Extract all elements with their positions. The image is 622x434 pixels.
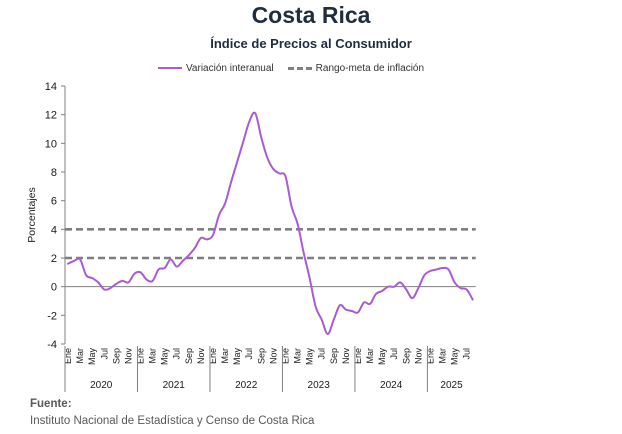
x-month-label: Mar <box>365 348 375 364</box>
y-tick-label: 8 <box>51 167 57 179</box>
x-month-label: May <box>160 348 170 366</box>
x-month-label: Jul <box>389 348 399 360</box>
x-month-label: Sep <box>401 348 411 364</box>
y-tick-label: 6 <box>51 196 57 208</box>
x-month-label: Ene <box>425 348 435 364</box>
y-tick-label: 12 <box>45 110 57 122</box>
x-month-label: Sep <box>111 348 121 364</box>
x-month-label: Mar <box>293 348 303 364</box>
x-year-label: 2022 <box>235 380 258 391</box>
chart-subtitle: Índice de Precios al Consumidor <box>210 36 412 51</box>
x-month-label: Mar <box>75 348 85 364</box>
x-year-label: 2020 <box>90 380 113 391</box>
x-month-label: Sep <box>184 348 194 364</box>
y-tick-label: 10 <box>45 138 57 150</box>
y-tick-label: 14 <box>45 81 57 93</box>
x-year-label: 2021 <box>163 380 186 391</box>
series-line-variacion <box>67 111 474 335</box>
x-month-label: Jul <box>244 348 254 360</box>
y-tick-label: 2 <box>51 253 57 265</box>
x-month-label: Jul <box>317 348 327 360</box>
x-year-label: 2023 <box>308 380 331 391</box>
x-month-label: May <box>87 348 97 366</box>
legend-item-variacion: Variación interanual <box>158 63 274 74</box>
x-month-label: Nov <box>196 348 206 365</box>
source-text: Instituto Nacional de Estadística y Cens… <box>30 415 315 427</box>
x-month-label: Ene <box>280 348 290 364</box>
x-year-label: 2025 <box>440 380 463 391</box>
legend-item-rango-meta: Rango-meta de inflación <box>287 62 425 74</box>
x-month-label: May <box>232 348 242 366</box>
source-note: Fuente: Instituto Nacional de Estadístic… <box>30 396 314 430</box>
x-month-label: May <box>305 348 315 366</box>
x-month-label: Sep <box>329 348 339 364</box>
x-month-label: Sep <box>256 348 266 364</box>
x-month-label: Nov <box>268 348 278 365</box>
x-month-label: May <box>377 348 387 366</box>
x-month-label: Ene <box>353 348 363 364</box>
legend-swatch-line <box>158 67 182 69</box>
legend-label-variacion: Variación interanual <box>186 62 274 74</box>
x-month-label: Jul <box>172 348 182 360</box>
y-tick-label: -4 <box>47 339 57 351</box>
x-month-label: Jul <box>99 348 109 360</box>
x-month-label: Nov <box>123 348 133 365</box>
y-tick-label: 0 <box>51 282 57 294</box>
x-month-label: Ene <box>136 348 146 364</box>
chart-title: Costa Rica <box>251 2 371 28</box>
y-tick-label: 4 <box>51 224 57 236</box>
x-month-label: Ene <box>208 348 218 364</box>
x-month-label: Ene <box>63 348 73 364</box>
x-month-label: Mar <box>220 348 230 364</box>
x-month-label: May <box>450 348 460 366</box>
legend-label-rango-meta: Rango-meta de inflación <box>315 62 425 74</box>
x-month-label: Mar <box>438 348 448 364</box>
x-month-label: Jul <box>462 348 472 360</box>
source-label: Fuente: <box>30 398 72 410</box>
chart-legend: Variación interanual Rango-meta de infla… <box>158 60 438 76</box>
y-tick-label: -2 <box>47 310 57 322</box>
x-month-label: Nov <box>341 348 351 365</box>
legend-swatch-dashed <box>287 66 312 70</box>
x-year-label: 2024 <box>380 380 403 391</box>
x-month-label: Mar <box>148 348 158 364</box>
x-month-label: Nov <box>413 348 423 365</box>
y-axis-title: Porcentajes <box>26 187 38 242</box>
